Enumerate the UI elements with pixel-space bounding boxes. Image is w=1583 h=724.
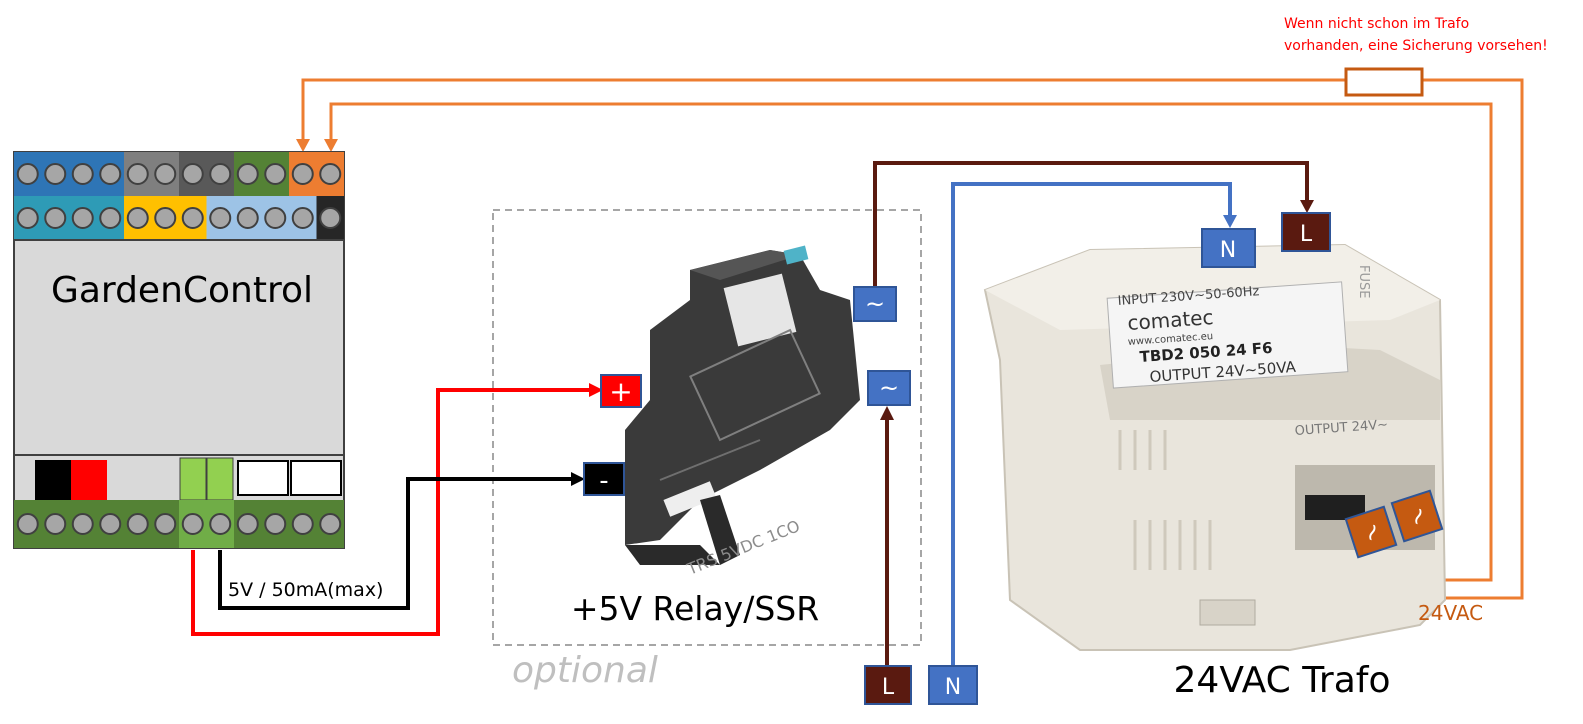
terminal-screw bbox=[264, 513, 287, 535]
terminal-screw bbox=[44, 513, 67, 535]
trafo-output-label: 24VAC bbox=[1418, 601, 1483, 625]
trafo-terminal-2 bbox=[1390, 489, 1444, 543]
fuse-note-line2: vorhanden, eine Sicherung vorsehen! bbox=[1284, 38, 1548, 54]
n-label-bottom: N bbox=[945, 675, 961, 700]
relay-device: TRS 5VDC 1CO bbox=[625, 245, 860, 579]
l-box-top bbox=[1281, 212, 1331, 252]
n-label-top: N bbox=[1220, 238, 1236, 263]
terminal-screw bbox=[264, 207, 287, 229]
terminal-screw bbox=[236, 207, 259, 229]
terminal-screw bbox=[126, 207, 149, 229]
terminal-screw bbox=[236, 163, 259, 185]
terminal-screw bbox=[181, 513, 204, 535]
terminal-screw bbox=[291, 207, 314, 229]
gardencontrol-module bbox=[13, 151, 345, 549]
l-label-top: L bbox=[1300, 222, 1313, 247]
relay-caption: +5V Relay/SSR bbox=[571, 589, 819, 628]
optional-label: optional bbox=[512, 650, 658, 691]
l-box-bottom bbox=[864, 665, 912, 705]
terminal-screw bbox=[209, 163, 232, 185]
fuse-symbol bbox=[1344, 67, 1424, 97]
terminal-screw bbox=[209, 207, 232, 229]
trafo-side-output: OUTPUT 24V~ bbox=[1294, 418, 1388, 439]
terminal-screw bbox=[71, 163, 94, 185]
terminal-screw bbox=[291, 513, 314, 535]
relay-ac-box-2 bbox=[867, 370, 911, 406]
terminal-screw bbox=[71, 207, 94, 229]
fuse-note-line1: Wenn nicht schon im Trafo bbox=[1284, 16, 1469, 32]
terminal-screw bbox=[16, 513, 39, 535]
trafo-fuse-text: FUSE bbox=[1356, 265, 1371, 298]
relay-ac-label-1: ~ bbox=[865, 290, 885, 318]
controller-title: GardenControl bbox=[51, 270, 313, 311]
terminal-screw bbox=[126, 513, 149, 535]
terminal-screw bbox=[16, 207, 39, 229]
controller-output-label: 5V / 50mA(max) bbox=[228, 579, 383, 601]
terminal-screw bbox=[236, 513, 259, 535]
terminal-screw bbox=[181, 207, 204, 229]
terminal-screw bbox=[291, 163, 314, 185]
terminal-screw bbox=[264, 163, 287, 185]
l-wire-top bbox=[873, 161, 1309, 290]
trafo-caption: 24VAC Trafo bbox=[1174, 660, 1391, 701]
terminal-screw bbox=[99, 513, 122, 535]
transformer-device: INPUT 230V~50-60Hz comatec www.comatec.e… bbox=[983, 243, 1447, 651]
minus-terminal-box bbox=[583, 462, 625, 496]
arrow-head-1 bbox=[296, 139, 310, 152]
terminal-screw bbox=[99, 163, 122, 185]
trafo-terminal-1 bbox=[1344, 505, 1398, 559]
n-wire bbox=[951, 182, 1232, 668]
relay-ac-label-2: ~ bbox=[879, 374, 899, 402]
terminal-screw bbox=[99, 207, 122, 229]
trafo-brand: comatec bbox=[1127, 305, 1215, 335]
terminal-screw bbox=[44, 163, 67, 185]
terminal-screw bbox=[16, 163, 39, 185]
terminal-screw bbox=[154, 163, 177, 185]
terminal-screw bbox=[181, 163, 204, 185]
terminal-screw bbox=[44, 207, 67, 229]
terminal-screw bbox=[319, 163, 342, 185]
terminal-screw bbox=[319, 513, 342, 535]
plus-terminal-box bbox=[600, 374, 642, 408]
relay-ac-box-1 bbox=[853, 286, 897, 322]
n-box-bottom bbox=[928, 665, 978, 705]
plus-terminal-label: + bbox=[609, 375, 632, 408]
terminal-screw bbox=[71, 513, 94, 535]
minus-terminal-label: - bbox=[599, 466, 608, 496]
terminal-screws bbox=[16, 163, 342, 535]
plus-wire bbox=[191, 388, 596, 636]
n-box-top bbox=[1201, 228, 1256, 268]
terminal-screw bbox=[319, 207, 342, 229]
terminal-screw bbox=[209, 513, 232, 535]
terminal-screw bbox=[126, 163, 149, 185]
l-label-bottom: L bbox=[882, 675, 895, 700]
minus-wire bbox=[218, 477, 574, 610]
arrow-head-2 bbox=[324, 139, 338, 152]
terminal-screw bbox=[154, 513, 177, 535]
terminal-screw bbox=[154, 207, 177, 229]
